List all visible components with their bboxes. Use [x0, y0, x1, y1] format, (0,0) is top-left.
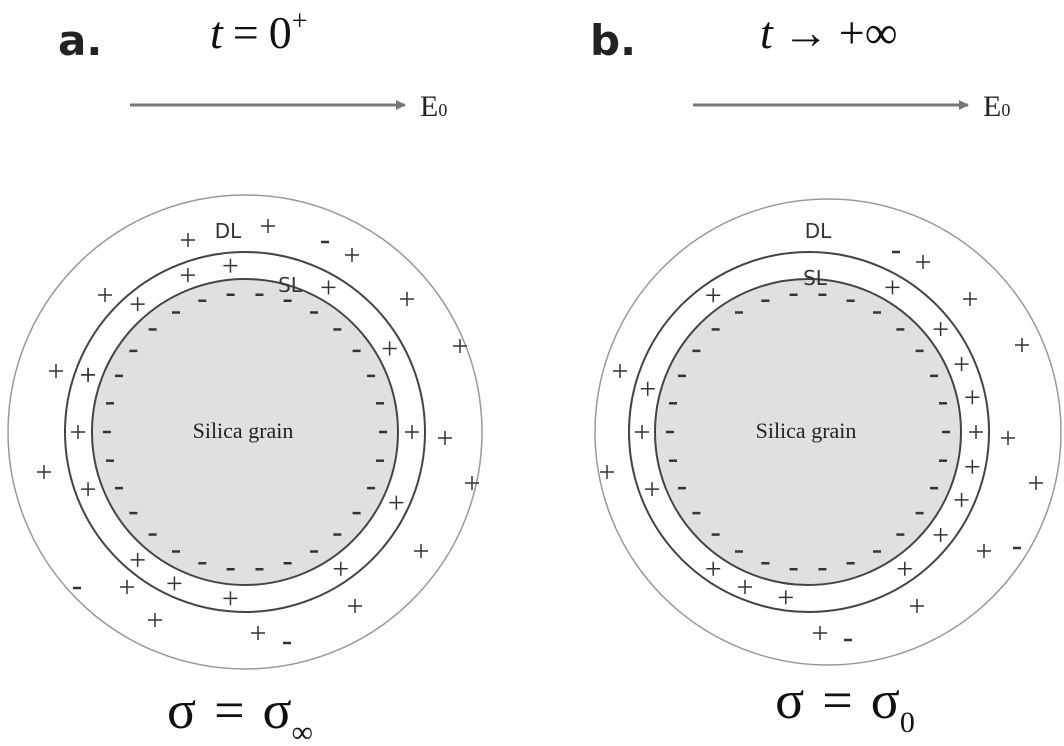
positive-charge	[1029, 476, 1043, 490]
time-superscript: +	[292, 6, 308, 37]
positive-charge	[969, 425, 983, 439]
silica-grain	[654, 278, 962, 586]
positive-charge	[81, 482, 96, 497]
positive-charge	[965, 459, 980, 474]
positive-charge	[167, 576, 182, 591]
positive-charge	[954, 492, 969, 507]
positive-charge	[706, 288, 721, 303]
silica-grain	[91, 278, 399, 586]
charges	[37, 219, 479, 645]
positive-charge	[738, 580, 752, 594]
positive-charge	[180, 268, 195, 283]
positive-charge	[640, 381, 655, 396]
sl-label: SL	[803, 266, 828, 290]
positive-charge	[933, 527, 948, 542]
field-label: E0	[983, 90, 1010, 123]
positive-charge	[333, 561, 348, 576]
positive-charge	[49, 364, 63, 378]
positive-charge	[130, 297, 145, 312]
positive-charge	[414, 544, 428, 558]
positive-charge	[910, 599, 924, 613]
positive-charge	[348, 599, 362, 613]
sigma-relation: =	[214, 680, 244, 740]
positive-charge	[933, 322, 948, 337]
positive-charge	[345, 248, 359, 262]
positive-charge	[400, 292, 414, 306]
time-variable: t	[760, 7, 774, 58]
positive-charge	[645, 482, 660, 497]
time-relation: =	[233, 7, 259, 58]
sigma-subscript: 0	[900, 706, 915, 739]
positive-charge	[382, 341, 397, 356]
time-condition: t = 0+	[210, 6, 308, 58]
dl-label: DL	[215, 219, 242, 243]
positive-charge	[223, 591, 238, 606]
positive-charge	[613, 364, 627, 378]
positive-charge	[954, 357, 969, 372]
positive-charge	[813, 626, 827, 640]
positive-charge	[916, 255, 930, 269]
sigma-rhs: σ	[871, 670, 900, 730]
positive-charge	[965, 390, 980, 405]
time-variable: t	[210, 7, 224, 58]
panel-b: b. t → +∞ E0 DL SL Silica grain σ = σ0	[590, 7, 1062, 739]
positive-charge	[405, 425, 419, 439]
positive-charge	[635, 425, 649, 439]
positive-charge	[977, 544, 991, 558]
grain-label: Silica grain	[193, 418, 294, 443]
positive-charge	[251, 626, 265, 640]
sigma-rhs: σ	[263, 680, 292, 740]
stern-layer	[64, 251, 426, 613]
field-symbol: E	[420, 90, 438, 123]
positive-charge	[600, 465, 614, 479]
positive-charge	[1001, 431, 1015, 445]
sigma-lhs: σ	[167, 680, 196, 740]
time-condition: t → +∞	[760, 7, 898, 58]
panel-label: b.	[590, 16, 636, 65]
sigma-relation: =	[822, 670, 852, 730]
time-relation: →	[783, 7, 829, 58]
time-value: +∞	[839, 7, 898, 58]
dl-label: DL	[805, 219, 832, 243]
panel-label: a.	[58, 16, 102, 65]
positive-charge	[1015, 338, 1029, 352]
positive-charge	[223, 258, 238, 273]
positive-charge	[453, 339, 467, 353]
positive-charge	[148, 613, 162, 627]
sigma-lhs: σ	[775, 670, 804, 730]
diffuse-layer	[594, 198, 1062, 666]
positive-charge	[438, 431, 452, 445]
positive-charge	[321, 280, 336, 295]
field-subscript: 0	[1001, 100, 1010, 120]
positive-charge	[37, 465, 51, 479]
diffuse-layer	[7, 194, 483, 670]
positive-charge	[389, 495, 404, 510]
positive-charge	[261, 219, 275, 233]
stern-layer	[628, 251, 990, 613]
grain-label: Silica grain	[756, 418, 857, 443]
positive-charge	[81, 367, 96, 382]
sigma-subscript: ∞	[292, 716, 313, 746]
positive-charge	[897, 561, 912, 576]
positive-charge	[71, 425, 85, 439]
sl-label: SL	[278, 273, 303, 297]
positive-charge	[465, 476, 479, 490]
positive-charge	[120, 580, 134, 594]
positive-charge	[181, 233, 195, 247]
field-subscript: 0	[438, 100, 447, 120]
positive-charge	[885, 280, 900, 295]
charges	[600, 250, 1043, 642]
positive-charge	[98, 288, 112, 302]
conductivity: σ = σ0	[775, 670, 915, 739]
positive-charge	[706, 561, 721, 576]
time-value: 0	[269, 7, 292, 58]
field-label: E0	[420, 90, 447, 123]
positive-charge	[130, 552, 145, 567]
conductivity: σ = σ∞	[167, 680, 313, 746]
panel-a: a. t = 0+ E0 DL SL Silica grain σ = σ∞	[7, 6, 483, 746]
field-symbol: E	[983, 90, 1001, 123]
positive-charge	[778, 590, 793, 605]
positive-charge	[963, 292, 977, 306]
